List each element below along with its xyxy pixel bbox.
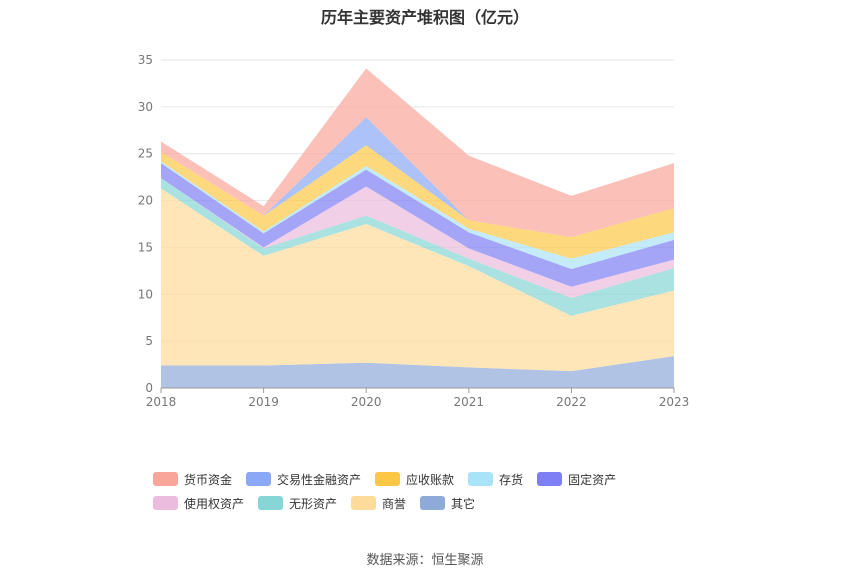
x-tick-label: 2020: [351, 395, 382, 409]
x-tick-label: 2018: [146, 395, 177, 409]
area-series-2: [161, 178, 674, 316]
legend-item[interactable]: 其它: [420, 496, 476, 511]
legend-label: 固定资产: [568, 472, 617, 487]
area-series-1: [161, 188, 674, 372]
legend-swatch: [246, 472, 272, 486]
y-tick-label: 15: [138, 240, 153, 254]
legend-swatch: [258, 496, 284, 510]
legend-swatch: [537, 472, 563, 486]
area-series-8: [161, 68, 674, 238]
y-tick-label: 10: [138, 287, 153, 301]
legend-label: 存货: [499, 472, 524, 487]
legend-swatch: [420, 496, 446, 510]
area-series-0: [161, 356, 674, 388]
legend-label: 其它: [451, 496, 476, 511]
x-tick-label: 2022: [556, 395, 587, 409]
legend-label: 使用权资产: [184, 496, 245, 511]
legend-item[interactable]: 商誉: [351, 496, 407, 511]
data-source: 数据来源：恒生聚源: [366, 553, 484, 568]
y-tick-label: 5: [145, 334, 153, 348]
y-tick-label: 0: [145, 381, 153, 395]
area-series: [161, 68, 674, 388]
legend-item[interactable]: 存货: [468, 472, 524, 487]
chart-title: 历年主要资产堆积图（亿元）: [320, 8, 529, 27]
chart-legend: 货币资金 交易性金融资产 应收账款 存货 固定资产使用权资产 无形资产 商誉 其它: [153, 472, 713, 511]
legend-swatch: [375, 472, 401, 486]
legend-label: 交易性金融资产: [277, 472, 362, 487]
x-tick-label: 2023: [659, 395, 690, 409]
legend-label: 应收账款: [406, 472, 455, 487]
legend-item[interactable]: 应收账款: [375, 472, 455, 487]
legend-swatch: [351, 496, 377, 510]
y-tick-label: 20: [138, 194, 153, 208]
legend-item[interactable]: 无形资产: [258, 496, 338, 511]
legend-label: 无形资产: [289, 496, 338, 511]
legend-label: 货币资金: [184, 472, 233, 487]
area-series-7: [161, 117, 674, 238]
legend-item[interactable]: 固定资产: [537, 472, 617, 487]
x-tick-label: 2021: [454, 395, 485, 409]
y-tick-label: 30: [138, 100, 153, 114]
legend-swatch: [468, 472, 494, 486]
legend-label: 商誉: [382, 496, 407, 511]
legend-swatch: [153, 472, 178, 486]
y-tick-label: 25: [138, 147, 153, 161]
legend-item[interactable]: 交易性金融资产: [246, 472, 362, 487]
x-tick-label: 2019: [248, 395, 279, 409]
legend-swatch: [153, 496, 178, 510]
legend-item[interactable]: 使用权资产: [153, 496, 245, 511]
legend-item[interactable]: 货币资金: [153, 472, 233, 487]
y-tick-label: 35: [138, 53, 153, 67]
axes: 0 5 10 15 20 25 30 35 2018 2019 2020 2021 2022 2023: [138, 53, 690, 409]
